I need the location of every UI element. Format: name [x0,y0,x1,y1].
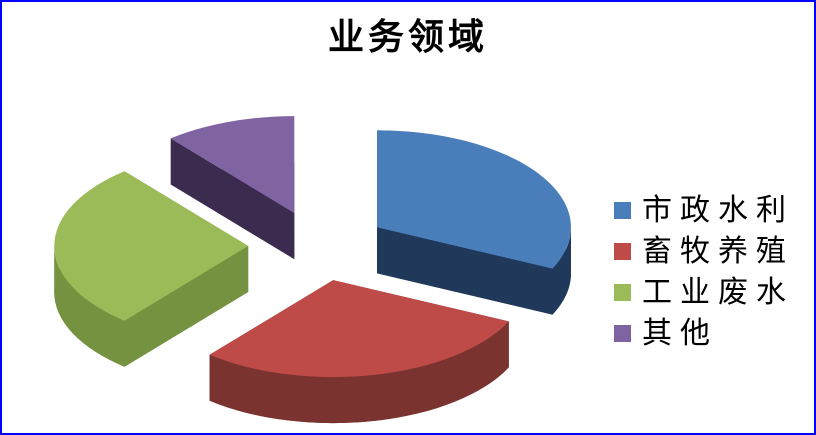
pie-slice-0-cut-face [377,227,553,315]
chart-title: 业务领域 [327,17,488,57]
legend-label: 工业废水 [642,275,794,309]
pie-slice-0-rim [552,227,571,315]
pie-slice-3 [170,116,295,214]
legend-item: 市政水利 [614,190,794,231]
legend-label: 其他 [642,316,718,350]
legend-swatch-icon [614,243,631,260]
pie-slice-3-cut-face [170,138,295,260]
pie-slice-2-cut-face [124,246,249,367]
legend-item: 畜牧养殖 [614,231,794,272]
legend: 市政水利 畜牧养殖 工业废水 其他 [614,190,794,354]
legend-item: 工业废水 [614,272,794,313]
legend-swatch-icon [614,284,631,301]
pie-slice-1-rim [209,321,509,424]
pie-slice-2 [54,171,249,321]
pie-slice-2-rim [54,246,125,367]
legend-label: 市政水利 [642,193,794,227]
legend-swatch-icon [614,325,631,342]
legend-label: 畜牧养殖 [642,234,794,268]
pie-slice-1 [209,280,509,378]
legend-swatch-icon [614,202,631,219]
pie-slice-0 [377,130,571,269]
legend-item: 其他 [614,313,794,354]
